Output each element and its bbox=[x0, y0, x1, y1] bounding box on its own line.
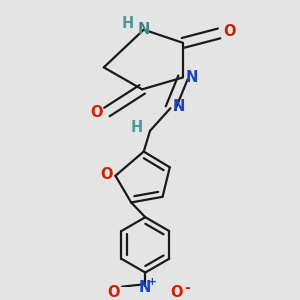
Text: N: N bbox=[137, 22, 150, 37]
Text: N: N bbox=[186, 70, 198, 85]
Text: O: O bbox=[108, 284, 120, 299]
Text: N: N bbox=[139, 280, 152, 296]
Text: O: O bbox=[223, 24, 236, 39]
Text: O: O bbox=[90, 105, 103, 120]
Text: H: H bbox=[122, 16, 134, 31]
Text: O: O bbox=[100, 167, 112, 182]
Text: +: + bbox=[148, 277, 157, 287]
Text: -: - bbox=[184, 280, 190, 295]
Text: N: N bbox=[173, 99, 185, 114]
Text: O: O bbox=[170, 284, 183, 299]
Text: H: H bbox=[131, 120, 143, 135]
